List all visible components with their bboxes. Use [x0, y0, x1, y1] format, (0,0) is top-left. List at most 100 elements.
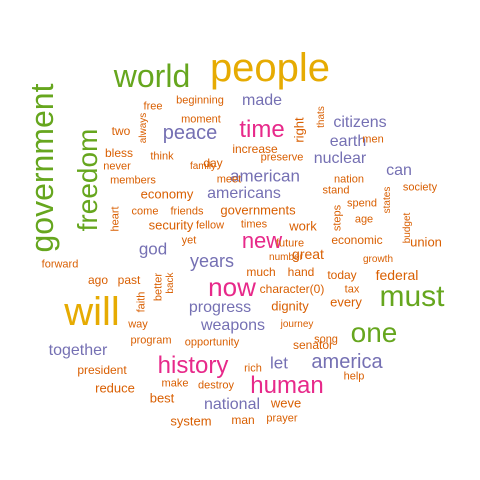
word-yet: yet [181, 234, 197, 247]
word-prayer: prayer [266, 412, 298, 425]
word-way: way [128, 318, 148, 331]
word-national: national [203, 396, 261, 413]
word-number: number [269, 252, 303, 263]
word-best: best [149, 390, 175, 406]
word-progress: progress [188, 299, 252, 316]
word-economic: economic [331, 233, 383, 247]
word-must: must [379, 280, 445, 313]
word-world: world [113, 58, 191, 94]
word-make: make [161, 377, 189, 390]
word-government: government [24, 83, 60, 253]
word-always: always [138, 112, 149, 144]
word-two: two [111, 124, 131, 138]
word-better: better [152, 272, 165, 302]
word-age: age [354, 213, 374, 226]
word-increase: increase [232, 142, 278, 156]
word-freedom: freedom [72, 128, 103, 232]
word-every: every [330, 294, 362, 310]
word-history: history [157, 352, 229, 379]
word-new: new [241, 228, 283, 253]
word-day: day [203, 156, 223, 170]
word-years: years [189, 251, 235, 271]
word-men: men [362, 133, 384, 146]
word-help: help [343, 370, 365, 383]
word-weve: weve [270, 395, 302, 411]
word-budget: budget [402, 212, 413, 244]
word-reduce: reduce [95, 380, 135, 396]
word-god: god [138, 239, 168, 259]
word-hand: hand [287, 265, 315, 279]
word-journey: journey [280, 319, 314, 330]
word-stand: stand [322, 184, 350, 197]
word-steps: steps [331, 204, 344, 232]
word-system: system [170, 413, 212, 429]
word-time: time [239, 116, 285, 143]
word-together: together [48, 342, 108, 359]
word-members: members [110, 174, 156, 187]
word-future: future [275, 237, 305, 250]
word-senator: senator [292, 338, 334, 352]
word-president: president [77, 363, 127, 377]
word-made: made [241, 92, 283, 109]
word-americans: americans [207, 185, 281, 202]
word-america: america [311, 351, 383, 373]
word-nation: nation [334, 173, 364, 186]
word-security: security [148, 217, 194, 233]
word-society: society [402, 181, 438, 194]
word-destroy: destroy [197, 379, 235, 392]
word-rich: rich [244, 362, 262, 375]
word-ago: ago [87, 273, 109, 287]
word-bless: bless [104, 146, 134, 160]
word-dignity: dignity [271, 298, 309, 314]
word-federal: federal [375, 267, 419, 283]
word-right: right [291, 117, 307, 143]
word-spend: spend [347, 197, 377, 210]
word-will: will [64, 290, 120, 334]
word-come: come [131, 205, 159, 218]
word-states: states [382, 186, 393, 214]
word-family: family [189, 161, 217, 172]
word-people: people [209, 46, 331, 90]
word-times: times [240, 218, 268, 231]
word-human: human [250, 372, 324, 399]
word-governments: governments [220, 202, 296, 218]
word-heart: heart [109, 206, 122, 232]
word-american: american [230, 166, 300, 186]
word-back: back [165, 272, 176, 294]
word-free: free [143, 100, 163, 113]
word-thats: thats [316, 106, 327, 128]
word-fellow: fellow [195, 219, 225, 232]
word-can: can [386, 162, 412, 179]
word-beginning: beginning [176, 94, 224, 107]
word-never: never [103, 160, 131, 173]
word-now: now [208, 272, 256, 302]
word-growth: growth [362, 254, 394, 265]
word-program: program [130, 334, 172, 347]
word-nuclear: nuclear [313, 150, 367, 167]
word-one: one [350, 317, 398, 348]
word-today: today [327, 268, 357, 282]
word-peace: peace [162, 122, 218, 144]
word-work: work [289, 218, 317, 234]
word-great: great [292, 246, 324, 262]
word-tax: tax [344, 283, 360, 296]
word-faith: faith [135, 291, 148, 313]
word-think: think [150, 150, 174, 163]
word-weapons: weapons [200, 317, 266, 334]
word-opportunity: opportunity [184, 336, 240, 349]
word-economy: economy [140, 186, 194, 202]
word-past: past [117, 273, 141, 287]
word-union: union [410, 234, 442, 250]
word-song: song [314, 333, 338, 346]
word-forward: forward [41, 258, 79, 271]
word-citizens: citizens [333, 114, 387, 131]
word-friends: friends [170, 205, 204, 218]
word-let: let [270, 353, 288, 373]
word-man: man [231, 413, 255, 427]
word-earth: earth [329, 133, 367, 150]
word-character-0: character(0) [259, 282, 325, 296]
word-preserve: preserve [260, 151, 304, 164]
word-much: much [246, 265, 276, 279]
word-meet: meet [216, 173, 242, 186]
